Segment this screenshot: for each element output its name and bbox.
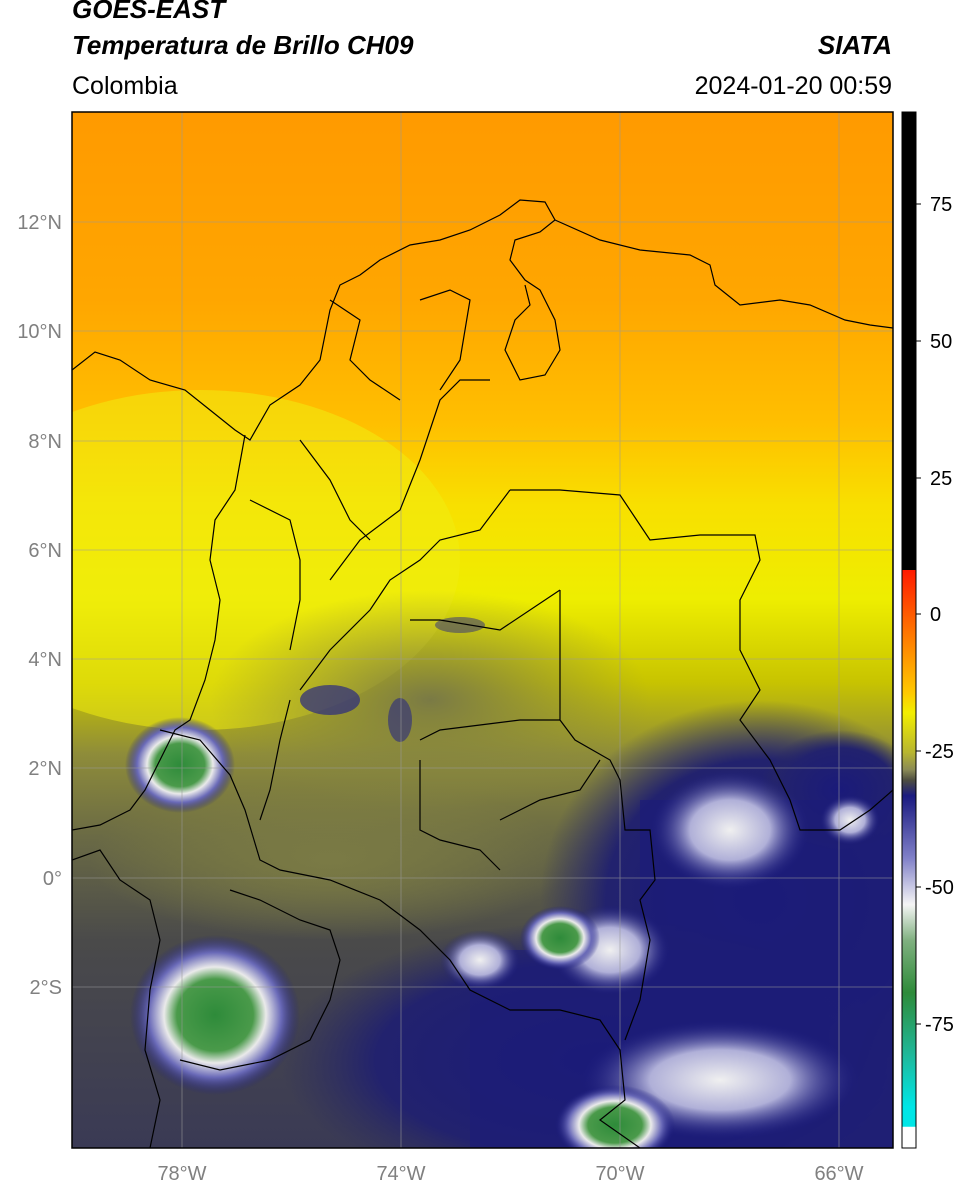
- datetime-label: 2024-01-20 00:59: [694, 72, 892, 100]
- lat-tick-label: 10°N: [17, 321, 62, 343]
- lat-tick-label: 8°N: [28, 431, 62, 453]
- colorbar-tick-label: -75: [925, 1014, 954, 1036]
- latitude-labels: 12°N 10°N 8°N 6°N 4°N 2°N 0° 2°S: [17, 212, 62, 999]
- lat-tick-label: 0°: [43, 868, 62, 890]
- colorbar-frame: [901, 111, 917, 1149]
- country-borders: [72, 199, 893, 1148]
- colorbar-gradient: [902, 112, 916, 1148]
- graticule: [72, 112, 893, 1148]
- colorbar-tick-label: -50: [925, 877, 954, 899]
- lat-tick-label: 2°N: [28, 758, 62, 780]
- colorbar-tick-label: 0: [930, 604, 941, 626]
- colorbar-tick-label: 50: [930, 331, 952, 353]
- lon-tick-label: 70°W: [595, 1163, 644, 1185]
- region-label: Colombia: [72, 72, 178, 100]
- lat-tick-label: 2°S: [30, 977, 62, 999]
- map-title: GOES-EAST: [72, 0, 226, 24]
- map-frame: [71, 111, 894, 1149]
- colorbar-tick-label: -25: [925, 741, 954, 763]
- map-subtitle: Temperatura de Brillo CH09: [72, 30, 414, 60]
- colorbar: 75 50 25 0 -25 -50 -75: [901, 111, 954, 1149]
- lon-tick-label: 66°W: [814, 1163, 863, 1185]
- colorbar-tick-label: 75: [930, 194, 952, 216]
- lon-tick-label: 74°W: [376, 1163, 425, 1185]
- lat-tick-label: 4°N: [28, 649, 62, 671]
- longitude-labels: 78°W 74°W 70°W 66°W: [157, 1163, 863, 1185]
- organization-label: SIATA: [817, 30, 892, 60]
- lon-tick-label: 78°W: [157, 1163, 206, 1185]
- lat-tick-label: 6°N: [28, 540, 62, 562]
- colorbar-tick-label: 25: [930, 468, 952, 490]
- temperature-imagery: [72, 112, 893, 1148]
- lat-tick-label: 12°N: [17, 212, 62, 234]
